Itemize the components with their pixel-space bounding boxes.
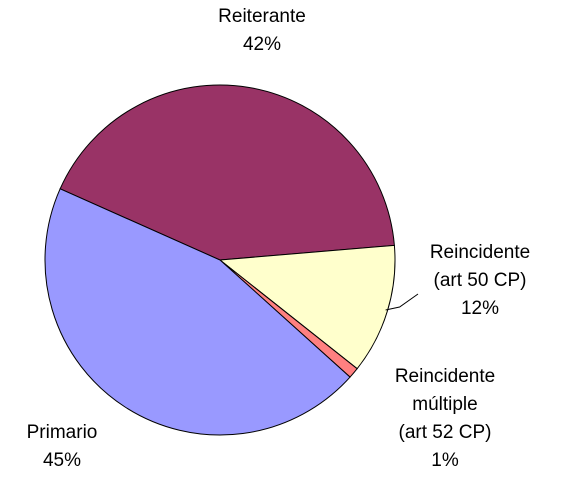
value-label: 45% — [43, 450, 81, 471]
value-label: 1% — [431, 450, 459, 471]
pie-slice — [44, 188, 351, 436]
slice-label: Primario — [27, 422, 98, 443]
pie-slice — [218, 244, 396, 370]
value-label: 42% — [243, 34, 281, 55]
value-label: 12% — [461, 298, 499, 319]
slice-label: Reiterante — [218, 6, 306, 27]
leader-line — [385, 293, 419, 311]
pie-slice — [59, 84, 395, 261]
slice-label: Reincidente múltiple (art 52 CP) — [395, 366, 495, 443]
slice-label: Reincidente (art 50 CP) — [430, 242, 530, 291]
